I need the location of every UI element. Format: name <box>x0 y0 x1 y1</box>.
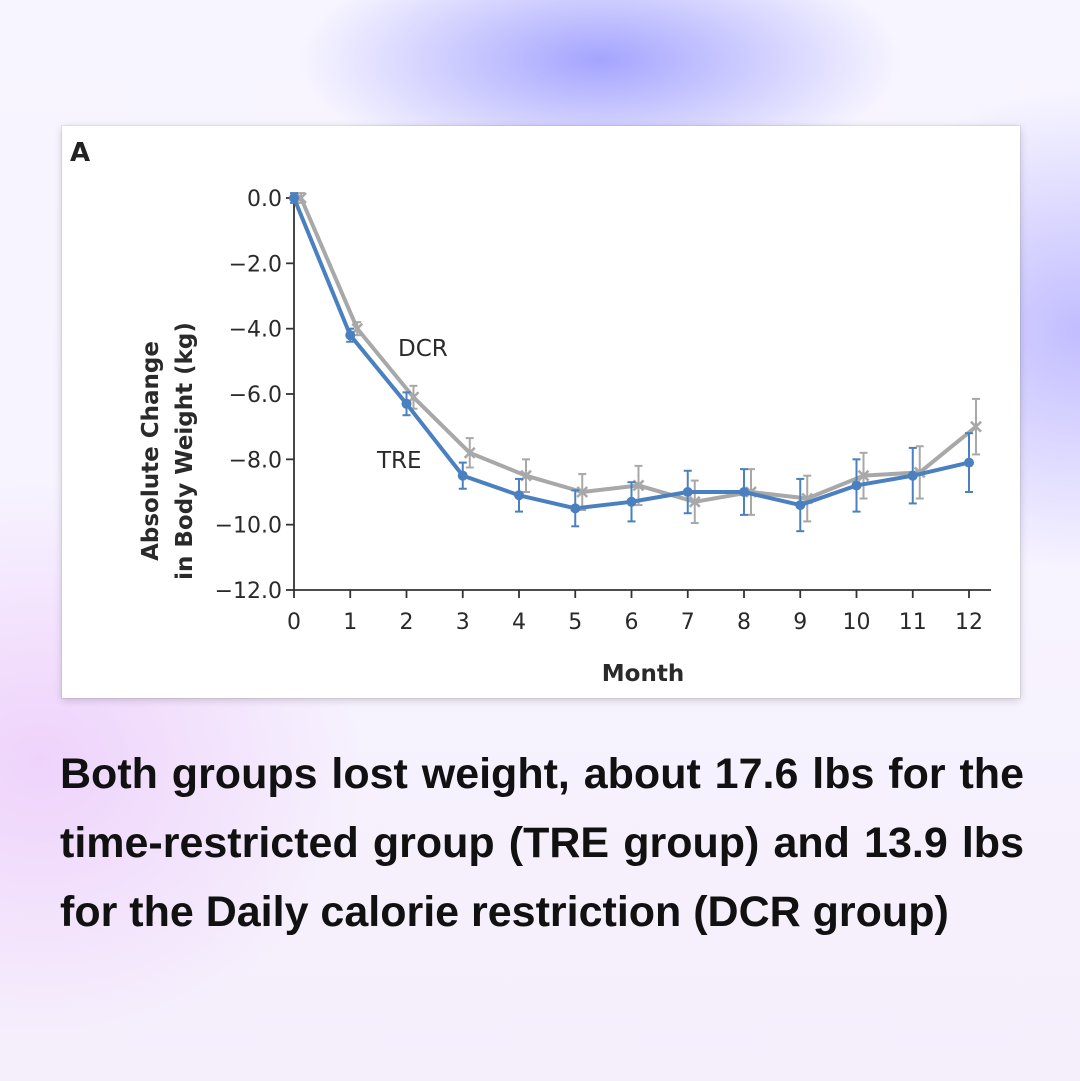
x-tick-label: 4 <box>512 610 526 635</box>
x-tick-label: 8 <box>737 610 751 635</box>
x-tick-label: 7 <box>681 610 695 635</box>
data-point-tre <box>795 500 806 511</box>
data-point-tre <box>739 487 749 497</box>
data-point-tre <box>570 503 581 514</box>
data-point-tre <box>457 470 468 481</box>
data-point-dcr <box>970 420 982 433</box>
series-label-dcr: DCR <box>398 336 448 362</box>
y-axis-title-line-2: in Body Weight (kg) <box>172 322 198 580</box>
data-point-tre <box>851 480 862 491</box>
marker-stroke <box>632 479 645 492</box>
x-tick-label: 9 <box>793 610 807 635</box>
data-point-tre <box>964 457 974 468</box>
caption-text: Both groups lost weight, about 17.6 lbs … <box>60 750 1024 936</box>
data-point-dcr <box>688 495 701 508</box>
data-point-tre <box>401 398 412 409</box>
marker-stroke <box>857 469 870 482</box>
marker-stroke <box>463 446 476 459</box>
data-point-tre <box>289 193 299 203</box>
data-point-dcr <box>576 486 589 498</box>
x-tick-label: 1 <box>343 610 357 635</box>
y-tick-label: −6.0 <box>229 383 282 408</box>
y-tick-label: −2.0 <box>229 252 282 277</box>
weight-change-chart: A Absolute Change in Body Weight (kg) Mo… <box>70 138 991 687</box>
x-tick-label: 2 <box>400 610 414 635</box>
data-point-tre <box>345 330 356 341</box>
series-dcr <box>295 192 982 525</box>
data-point-tre <box>626 496 637 507</box>
x-tick-label: 12 <box>955 610 983 635</box>
marker-stroke <box>576 486 589 498</box>
series-tre <box>289 192 974 533</box>
series-label-tre: TRE <box>376 448 422 474</box>
y-tick-label: −12.0 <box>215 579 282 604</box>
marker-stroke <box>688 495 701 508</box>
x-tick-label: 5 <box>568 610 582 635</box>
x-tick-label: 10 <box>843 610 871 635</box>
panel-label: A <box>70 138 90 168</box>
y-tick-label: −10.0 <box>215 514 282 539</box>
x-axis-title: Month <box>602 661 684 687</box>
x-tick-label: 6 <box>625 610 639 635</box>
data-point-dcr <box>857 469 870 482</box>
data-point-dcr <box>463 446 476 459</box>
chart-card: A Absolute Change in Body Weight (kg) Mo… <box>62 126 1020 698</box>
x-tick-label: 11 <box>899 610 927 635</box>
x-tick-label: 3 <box>456 610 470 635</box>
marker-stroke <box>970 420 982 433</box>
y-tick-label: −8.0 <box>229 448 282 473</box>
y-tick-label: −4.0 <box>229 318 282 343</box>
data-point-tre <box>907 470 918 481</box>
y-tick-label: 0.0 <box>247 187 282 212</box>
y-axis-title-line-1: Absolute Change <box>138 341 164 561</box>
data-point-tre <box>682 487 693 497</box>
data-point-tre <box>514 490 524 501</box>
x-tick-label: 0 <box>287 610 301 635</box>
